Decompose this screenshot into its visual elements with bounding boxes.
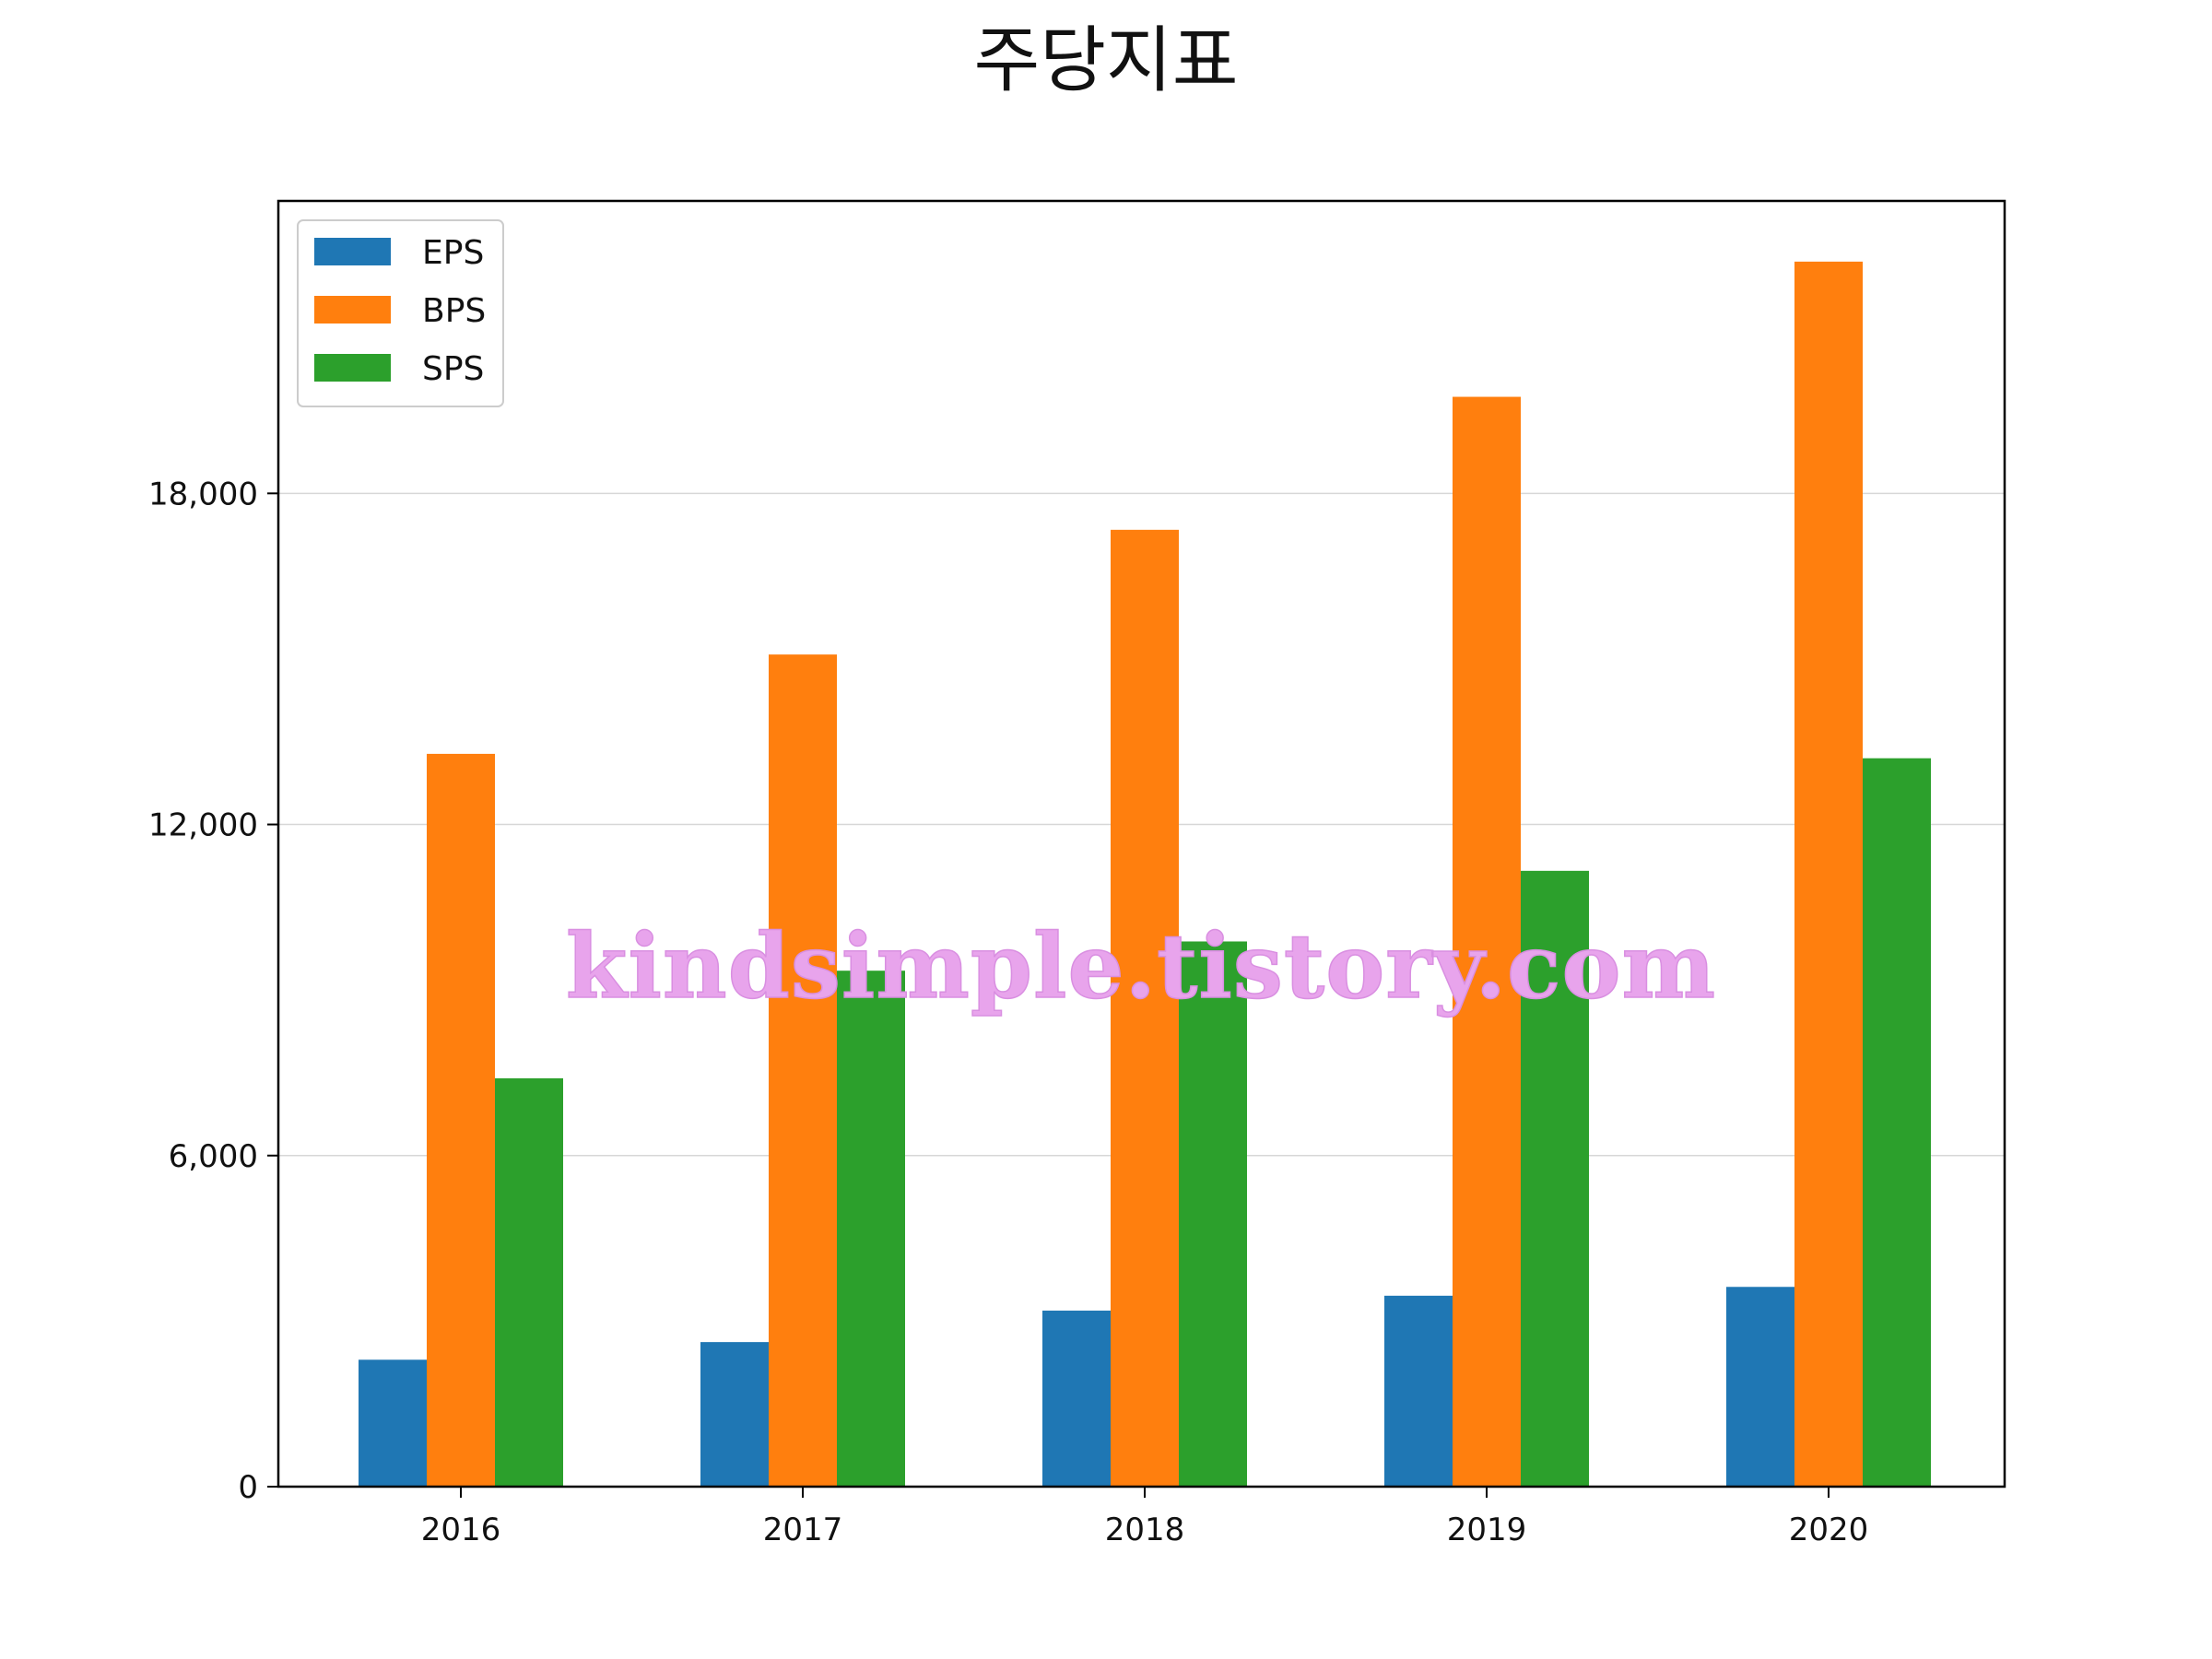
legend-label-eps: EPS <box>422 234 484 272</box>
bar-sps-2018 <box>1179 941 1247 1487</box>
watermark: kindsimple.tistory.com <box>566 914 1716 1018</box>
y-tick-label: 18,000 <box>148 476 258 512</box>
legend-swatch-eps <box>314 238 391 265</box>
y-tick-label: 6,000 <box>169 1138 258 1175</box>
bar-eps-2019 <box>1384 1295 1453 1487</box>
bar-sps-2016 <box>495 1077 563 1487</box>
legend-label-sps: SPS <box>422 350 484 388</box>
bar-eps-2020 <box>1726 1287 1794 1487</box>
x-tick-label: 2019 <box>1447 1512 1527 1548</box>
bar-bps-2017 <box>769 654 837 1487</box>
bar-bps-2020 <box>1794 261 1863 1487</box>
chart-title: 주당지표 <box>973 19 1238 102</box>
bar-bps-2019 <box>1453 396 1521 1487</box>
bars <box>359 261 1931 1487</box>
x-tick-label: 2017 <box>763 1512 843 1548</box>
x-tick-label: 2018 <box>1105 1512 1185 1548</box>
x-tick-label: 2020 <box>1789 1512 1869 1548</box>
x-tick-label: 2016 <box>421 1512 501 1548</box>
legend-swatch-bps <box>314 296 391 324</box>
bar-bps-2016 <box>427 753 495 1487</box>
bar-sps-2017 <box>837 971 905 1487</box>
legend: EPS BPS SPS <box>297 219 504 407</box>
plot-frame <box>276 199 2006 1488</box>
bar-eps-2017 <box>700 1342 769 1487</box>
y-axis-ticks: 0 6,000 12,000 18,000 <box>148 476 278 1506</box>
legend-swatch-sps <box>314 354 391 382</box>
x-axis-ticks: 2016 2017 2018 2019 2020 <box>421 1487 1869 1548</box>
bar-bps-2018 <box>1111 529 1179 1487</box>
bar-sps-2019 <box>1521 870 1589 1487</box>
y-tick-label: 0 <box>238 1469 258 1506</box>
bar-eps-2018 <box>1042 1311 1111 1487</box>
y-tick-label: 12,000 <box>148 807 258 844</box>
legend-label-bps: BPS <box>422 292 486 330</box>
bar-sps-2020 <box>1863 758 1931 1487</box>
bar-eps-2016 <box>359 1359 427 1487</box>
